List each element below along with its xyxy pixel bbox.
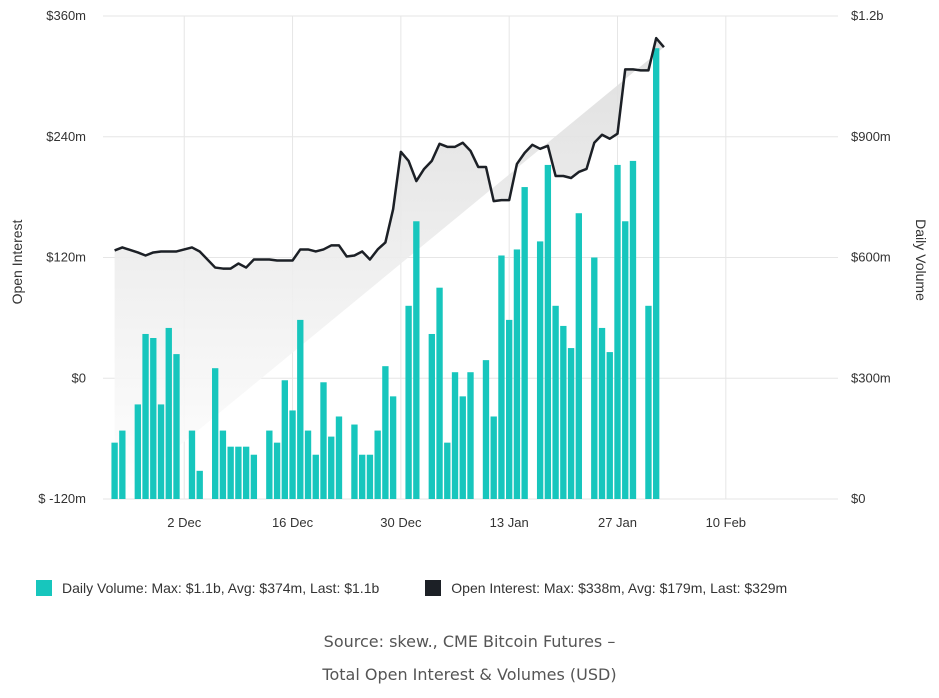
volume-bar — [428, 333, 435, 499]
volume-bar — [467, 372, 474, 499]
volume-bar — [188, 430, 196, 499]
volume-bar — [281, 380, 288, 499]
volume-bars — [111, 48, 660, 500]
volume-bar — [266, 430, 273, 499]
x-tick-label: 30 Dec — [380, 515, 422, 530]
volume-bar — [521, 187, 528, 499]
left-tick-label: $240m — [46, 129, 86, 144]
volume-bar — [242, 446, 250, 499]
volume-bar — [374, 430, 381, 499]
left-tick-label: $ -120m — [38, 491, 86, 506]
volume-bar — [598, 327, 606, 499]
volume-bar — [653, 48, 660, 499]
volume-bar — [544, 164, 552, 500]
volume-bar — [614, 164, 621, 500]
volume-bar — [227, 446, 234, 499]
legend-label-open-interest: Open Interest: Max: $338m, Avg: $179m, L… — [451, 580, 788, 596]
volume-bar — [289, 410, 296, 499]
volume-bar — [150, 338, 157, 499]
volume-bar — [451, 372, 459, 499]
volume-bar — [157, 404, 165, 499]
volume-bar — [606, 352, 613, 499]
volume-bar — [165, 327, 172, 499]
chart: $360m $240m $120m $0 $ -120m $1.2b $900m $600m… — [9, 8, 929, 530]
volume-bar — [134, 404, 141, 499]
x-tick-label: 10 Feb — [706, 515, 746, 530]
open-interest-line-group — [114, 36, 665, 270]
left-axis-title: Open Interest — [9, 219, 25, 304]
x-tick-label: 16 Dec — [272, 515, 314, 530]
volume-bar — [513, 249, 521, 499]
volume-bar — [506, 319, 513, 499]
open-interest-area — [114, 38, 664, 499]
x-tick-label: 2 Dec — [167, 515, 201, 530]
x-tick-label: 27 Jan — [598, 515, 637, 530]
volume-bar — [312, 454, 319, 499]
volume-bar — [297, 319, 304, 499]
left-tick-label: $120m — [46, 250, 86, 265]
volume-bar — [235, 446, 242, 499]
volume-bar — [575, 213, 582, 499]
volume-bar — [335, 416, 343, 499]
volume-bar — [304, 430, 312, 499]
volume-bar — [591, 257, 598, 499]
volume-bar — [413, 221, 420, 499]
volume-bar — [552, 305, 559, 499]
volume-bar — [498, 255, 505, 499]
volume-bar — [111, 442, 118, 499]
volume-bar — [536, 241, 544, 499]
legend-item-volume[interactable]: Daily Volume: Max: $1.1b, Avg: $374m, La… — [36, 580, 379, 596]
left-axis-ticks: $360m $240m $120m $0 $ -120m — [38, 8, 86, 506]
right-tick-label: $600m — [851, 250, 891, 265]
legend: Daily Volume: Max: $1.1b, Avg: $374m, La… — [36, 580, 833, 596]
volume-bar — [482, 360, 490, 499]
right-axis-title: Daily Volume — [913, 219, 929, 301]
volume-bar — [142, 333, 149, 499]
volume-bar — [567, 348, 575, 499]
volume-bar — [444, 442, 451, 499]
volume-bar — [645, 305, 652, 499]
volume-bar — [382, 366, 389, 499]
volume-bar — [359, 454, 366, 499]
legend-swatch-volume — [36, 580, 52, 596]
left-tick-label: $360m — [46, 8, 86, 23]
volume-bar — [219, 430, 227, 499]
volume-bar — [366, 454, 374, 499]
x-tick-label: 13 Jan — [490, 515, 529, 530]
volume-bar — [436, 287, 443, 499]
caption-line-1: Source: skew., CME Bitcoin Futures – — [323, 632, 616, 651]
volume-bar — [250, 454, 258, 499]
left-tick-label: $0 — [72, 370, 86, 385]
volume-bar — [320, 382, 327, 499]
legend-item-open-interest[interactable]: Open Interest: Max: $338m, Avg: $179m, L… — [425, 580, 787, 596]
volume-bar — [328, 436, 335, 499]
volume-bar — [389, 396, 397, 499]
volume-bar — [459, 396, 466, 499]
right-tick-label: $300m — [851, 370, 891, 385]
volume-bar — [405, 305, 412, 499]
volume-bar — [173, 354, 180, 499]
volume-bar — [212, 368, 219, 499]
right-tick-label: $1.2b — [851, 8, 884, 23]
volume-bar — [351, 424, 358, 499]
legend-swatch-open-interest — [425, 580, 442, 596]
volume-bar — [622, 221, 629, 499]
volume-bar — [196, 470, 203, 499]
right-tick-label: $900m — [851, 129, 891, 144]
volume-bar — [119, 430, 126, 499]
volume-bar — [629, 160, 637, 499]
caption-line-2: Total Open Interest & Volumes (USD) — [322, 665, 617, 684]
open-interest-area-fill — [114, 38, 664, 499]
x-axis-ticks: 2 Dec 16 Dec 30 Dec 13 Jan 27 Jan 10 Feb — [167, 515, 746, 530]
right-tick-label: $0 — [851, 491, 865, 506]
right-axis-ticks: $1.2b $900m $600m $300m $0 — [851, 8, 891, 506]
volume-bar — [560, 325, 567, 499]
volume-bar — [490, 416, 497, 499]
open-interest-line — [114, 36, 665, 270]
legend-label-volume: Daily Volume: Max: $1.1b, Avg: $374m, La… — [62, 580, 380, 596]
volume-bar — [273, 442, 281, 499]
